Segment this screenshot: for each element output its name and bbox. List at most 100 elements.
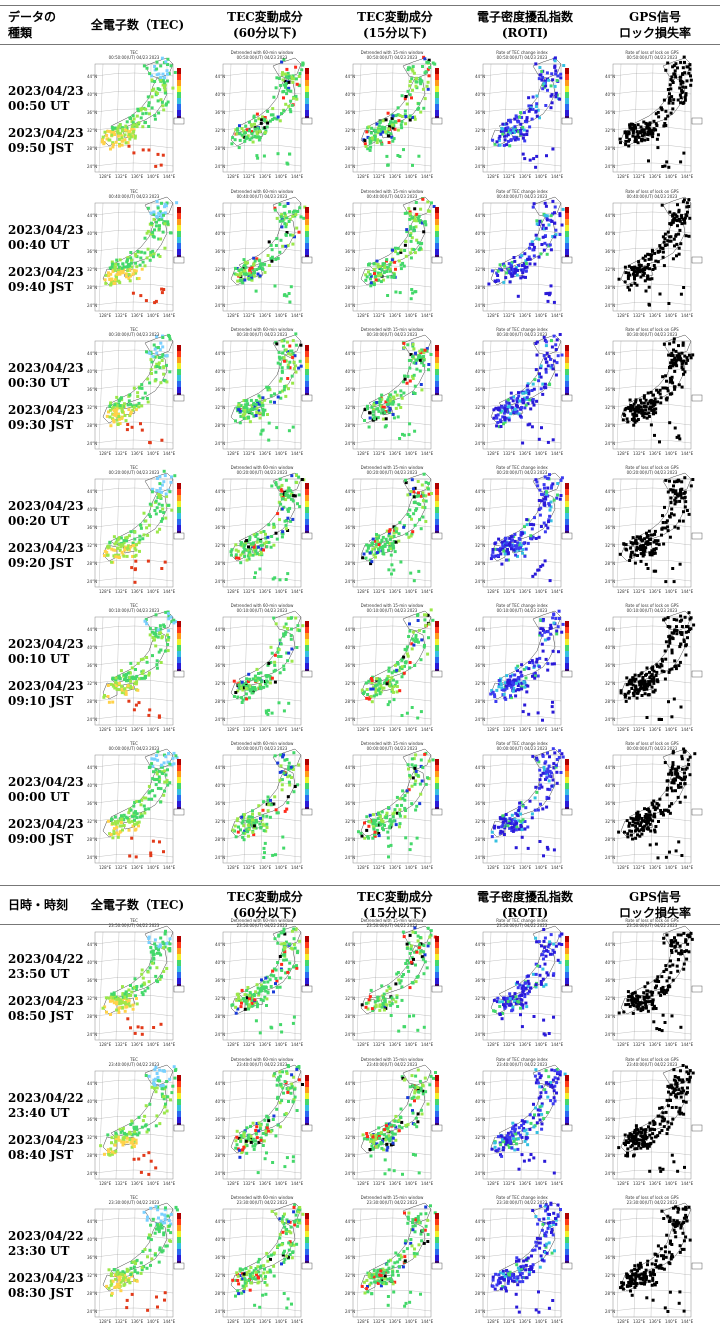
map-dtec-60[interactable]: 44°N 40°N 36°N 32°N 28°N 24°N 128°E 132°E 136°E 1…	[213, 325, 318, 461]
lon-tick: 144°E	[681, 1319, 694, 1324]
lon-tick: 140°E	[665, 1181, 678, 1186]
map-roti[interactable]: 44°N 40°N 36°N 32°N 28°N 24°N 128°E 132°E 136°E 1…	[473, 601, 578, 737]
lon-tick: 140°E	[665, 589, 678, 594]
map-dtec-60[interactable]: 44°N 40°N 36°N 32°N 28°N 24°N 128°E 132°E 136°E 1…	[213, 601, 318, 737]
map-dtec-60[interactable]: 44°N 40°N 36°N 32°N 28°N 24°N 128°E 132°E 136°E 1…	[213, 1055, 318, 1191]
map-title: Rate of loss of lock on GPS	[625, 327, 679, 332]
map-dtec-15[interactable]: 44°N 40°N 36°N 32°N 28°N 24°N 128°E 132°E 136°E 1…	[343, 1055, 448, 1191]
map-dtec-60[interactable]: 44°N 40°N 36°N 32°N 28°N 24°N 128°E 132°E 136°E 1…	[213, 739, 318, 875]
lat-tick: 24°N	[475, 441, 485, 446]
ut-time: 00:50 UT	[8, 99, 70, 113]
map-timestamp: 23:40:00(UT) 04/22 2023	[237, 1062, 288, 1067]
map-tec[interactable]: 44°N 40°N 36°N 32°N 28°N 24°N 128°E 132°E 136°E 1…	[85, 601, 190, 737]
map-roti[interactable]: 44°N 40°N 36°N 32°N 28°N 24°N 128°E 132°E 136°E 1…	[473, 325, 578, 461]
lon-tick: 140°E	[665, 313, 678, 318]
lon-tick: 144°E	[551, 313, 564, 318]
map-dtec-15[interactable]: 44°N 40°N 36°N 32°N 28°N 24°N 128°E 132°E 136°E 1…	[343, 187, 448, 323]
lat-tick: 44°N	[345, 213, 355, 218]
map-roti[interactable]: 44°N 40°N 36°N 32°N 28°N 24°N 128°E 132°E 136°E 1…	[473, 739, 578, 875]
lat-tick: 40°N	[87, 1099, 97, 1104]
map-lol[interactable]: 44°N 40°N 36°N 32°N 28°N 24°N 128°E 132°E 136°E 1…	[603, 916, 708, 1052]
map-timestamp: 23:50:00(UT) 04/22 2023	[237, 923, 288, 928]
header-dtec15-line1: TEC変動成分	[357, 10, 433, 24]
table-header: 日時・時刻 全電子数（TEC) TEC変動成分 (60分以下) TEC変動成分 (15分以…	[0, 885, 720, 925]
map-roti[interactable]: 44°N 40°N 36°N 32°N 28°N 24°N 128°E 132°E 136°E 1…	[473, 916, 578, 1052]
map-dtec-15[interactable]: 44°N 40°N 36°N 32°N 28°N 24°N 128°E 132°E 136°E 1…	[343, 601, 448, 737]
map-tec[interactable]: 44°N 40°N 36°N 32°N 28°N 24°N 128°E 132°E 136°E 1…	[85, 325, 190, 461]
jst-time: 08:30 JST	[8, 1286, 74, 1300]
map-timestamp: 23:40:00(UT) 04/22 2023	[497, 1062, 548, 1067]
map-title: Detrended with 60-min window	[231, 603, 294, 608]
map-lol[interactable]: 44°N 40°N 36°N 32°N 28°N 24°N 128°E 132°E 136°E 1…	[603, 187, 708, 323]
map-tec[interactable]: 44°N 40°N 36°N 32°N 28°N 24°N 128°E 132°E 136°E 1…	[85, 1055, 190, 1191]
lon-tick: 144°E	[291, 1042, 304, 1047]
lon-tick: 140°E	[405, 313, 418, 318]
map-title: Detrended with 15-min window	[361, 465, 424, 470]
lat-tick: 40°N	[475, 645, 485, 650]
map-tec[interactable]: 44°N 40°N 36°N 32°N 28°N 24°N 128°E 132°E 136°E 1…	[85, 739, 190, 875]
lon-tick: 128°E	[357, 451, 370, 456]
lon-tick: 132°E	[115, 1319, 128, 1324]
map-tec[interactable]: 44°N 40°N 36°N 32°N 28°N 24°N 128°E 132°E 136°E 1…	[85, 916, 190, 1052]
map-tec[interactable]: 44°N 40°N 36°N 32°N 28°N 24°N 128°E 132°E 136°E 1…	[85, 463, 190, 599]
lon-tick: 136°E	[389, 1042, 402, 1047]
data-row: 2023/04/23 00:20 UT 2023/04/23 09:20 JST 44°…	[0, 463, 720, 599]
lon-tick: 136°E	[131, 1042, 144, 1047]
map-dtec-15[interactable]: 44°N 40°N 36°N 32°N 28°N 24°N 128°E 132°E 136°E 1…	[343, 325, 448, 461]
map-dtec-15[interactable]: 44°N 40°N 36°N 32°N 28°N 24°N 128°E 132°E 136°E 1…	[343, 1193, 448, 1329]
lon-tick: 128°E	[487, 727, 500, 732]
map-title: Rate of loss of lock on GPS	[625, 465, 679, 470]
lat-tick: 44°N	[215, 1081, 225, 1086]
map-dtec-15[interactable]: 44°N 40°N 36°N 32°N 28°N 24°N 128°E 132°E 136°E 1…	[343, 916, 448, 1052]
lon-tick: 128°E	[227, 865, 240, 870]
lon-tick: 140°E	[147, 1181, 160, 1186]
map-lol[interactable]: 44°N 40°N 36°N 32°N 28°N 24°N 128°E 132°E 136°E 1…	[603, 463, 708, 599]
map-timestamp: 00:00:00(UT) 04/23 2023	[497, 746, 548, 751]
map-dtec-60[interactable]: 44°N 40°N 36°N 32°N 28°N 24°N 128°E 132°E 136°E 1…	[213, 187, 318, 323]
lat-tick: 40°N	[215, 231, 225, 236]
lon-tick: 140°E	[535, 1181, 548, 1186]
map-lol[interactable]: 44°N 40°N 36°N 32°N 28°N 24°N 128°E 132°E 136°E 1…	[603, 601, 708, 737]
lat-tick: 28°N	[345, 423, 355, 428]
lon-tick: 140°E	[665, 727, 678, 732]
map-lol[interactable]: 44°N 40°N 36°N 32°N 28°N 24°N 128°E 132°E 136°E 1…	[603, 1193, 708, 1329]
map-roti[interactable]: 44°N 40°N 36°N 32°N 28°N 24°N 128°E 132°E 136°E 1…	[473, 48, 578, 184]
lat-tick: 24°N	[605, 855, 615, 860]
lon-tick: 136°E	[389, 589, 402, 594]
map-roti[interactable]: 44°N 40°N 36°N 32°N 28°N 24°N 128°E 132°E 136°E 1…	[473, 1055, 578, 1191]
lon-tick: 136°E	[649, 451, 662, 456]
map-timestamp: 00:20:00(UT) 04/23 2023	[367, 470, 418, 475]
map-dtec-15[interactable]: 44°N 40°N 36°N 32°N 28°N 24°N 128°E 132°E 136°E 1…	[343, 739, 448, 875]
lon-tick: 144°E	[163, 589, 176, 594]
map-tec[interactable]: 44°N 40°N 36°N 32°N 28°N 24°N 128°E 132°E 136°E 1…	[85, 1193, 190, 1329]
jst-date: 2023/04/23	[8, 679, 84, 693]
lat-tick: 28°N	[215, 561, 225, 566]
map-lol[interactable]: 44°N 40°N 36°N 32°N 28°N 24°N 128°E 132°E 136°E 1…	[603, 1055, 708, 1191]
map-timestamp: 23:50:00(UT) 04/22 2023	[367, 923, 418, 928]
map-tec[interactable]: 44°N 40°N 36°N 32°N 28°N 24°N 128°E 132°E 136°E 1…	[85, 187, 190, 323]
lon-tick: 144°E	[681, 313, 694, 318]
map-dtec-60[interactable]: 44°N 40°N 36°N 32°N 28°N 24°N 128°E 132°E 136°E 1…	[213, 1193, 318, 1329]
map-dtec-60[interactable]: 44°N 40°N 36°N 32°N 28°N 24°N 128°E 132°E 136°E 1…	[213, 916, 318, 1052]
lat-tick: 40°N	[87, 1237, 97, 1242]
map-lol[interactable]: 44°N 40°N 36°N 32°N 28°N 24°N 128°E 132°E 136°E 1…	[603, 48, 708, 184]
map-title: Detrended with 60-min window	[231, 189, 294, 194]
map-dtec-60[interactable]: 44°N 40°N 36°N 32°N 28°N 24°N 128°E 132°E 136°E 1…	[213, 463, 318, 599]
lat-tick: 28°N	[475, 1291, 485, 1296]
map-tec[interactable]: 44°N 40°N 36°N 32°N 28°N 24°N 128°E 132°E 136°E 1…	[85, 48, 190, 184]
map-roti[interactable]: 44°N 40°N 36°N 32°N 28°N 24°N 128°E 132°E 136°E 1…	[473, 1193, 578, 1329]
map-dtec-60[interactable]: 44°N 40°N 36°N 32°N 28°N 24°N 128°E 132°E 136°E 1…	[213, 48, 318, 184]
map-title: TEC	[129, 50, 138, 55]
map-title: Rate of loss of lock on GPS	[625, 918, 679, 923]
lat-tick: 24°N	[215, 441, 225, 446]
lat-tick: 36°N	[215, 978, 225, 983]
map-dtec-15[interactable]: 44°N 40°N 36°N 32°N 28°N 24°N 128°E 132°E 136°E 1…	[343, 48, 448, 184]
map-roti[interactable]: 44°N 40°N 36°N 32°N 28°N 24°N 128°E 132°E 136°E 1…	[473, 187, 578, 323]
map-dtec-15[interactable]: 44°N 40°N 36°N 32°N 28°N 24°N 128°E 132°E 136°E 1…	[343, 463, 448, 599]
map-lol[interactable]: 44°N 40°N 36°N 32°N 28°N 24°N 128°E 132°E 136°E 1…	[603, 739, 708, 875]
map-roti[interactable]: 44°N 40°N 36°N 32°N 28°N 24°N 128°E 132°E 136°E 1…	[473, 463, 578, 599]
map-lol[interactable]: 44°N 40°N 36°N 32°N 28°N 24°N 128°E 132°E 136°E 1…	[603, 325, 708, 461]
lat-tick: 24°N	[605, 1309, 615, 1314]
lon-tick: 136°E	[389, 451, 402, 456]
lon-tick: 128°E	[99, 1042, 112, 1047]
